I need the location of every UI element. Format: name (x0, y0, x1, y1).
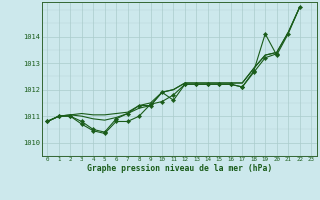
X-axis label: Graphe pression niveau de la mer (hPa): Graphe pression niveau de la mer (hPa) (87, 164, 272, 173)
